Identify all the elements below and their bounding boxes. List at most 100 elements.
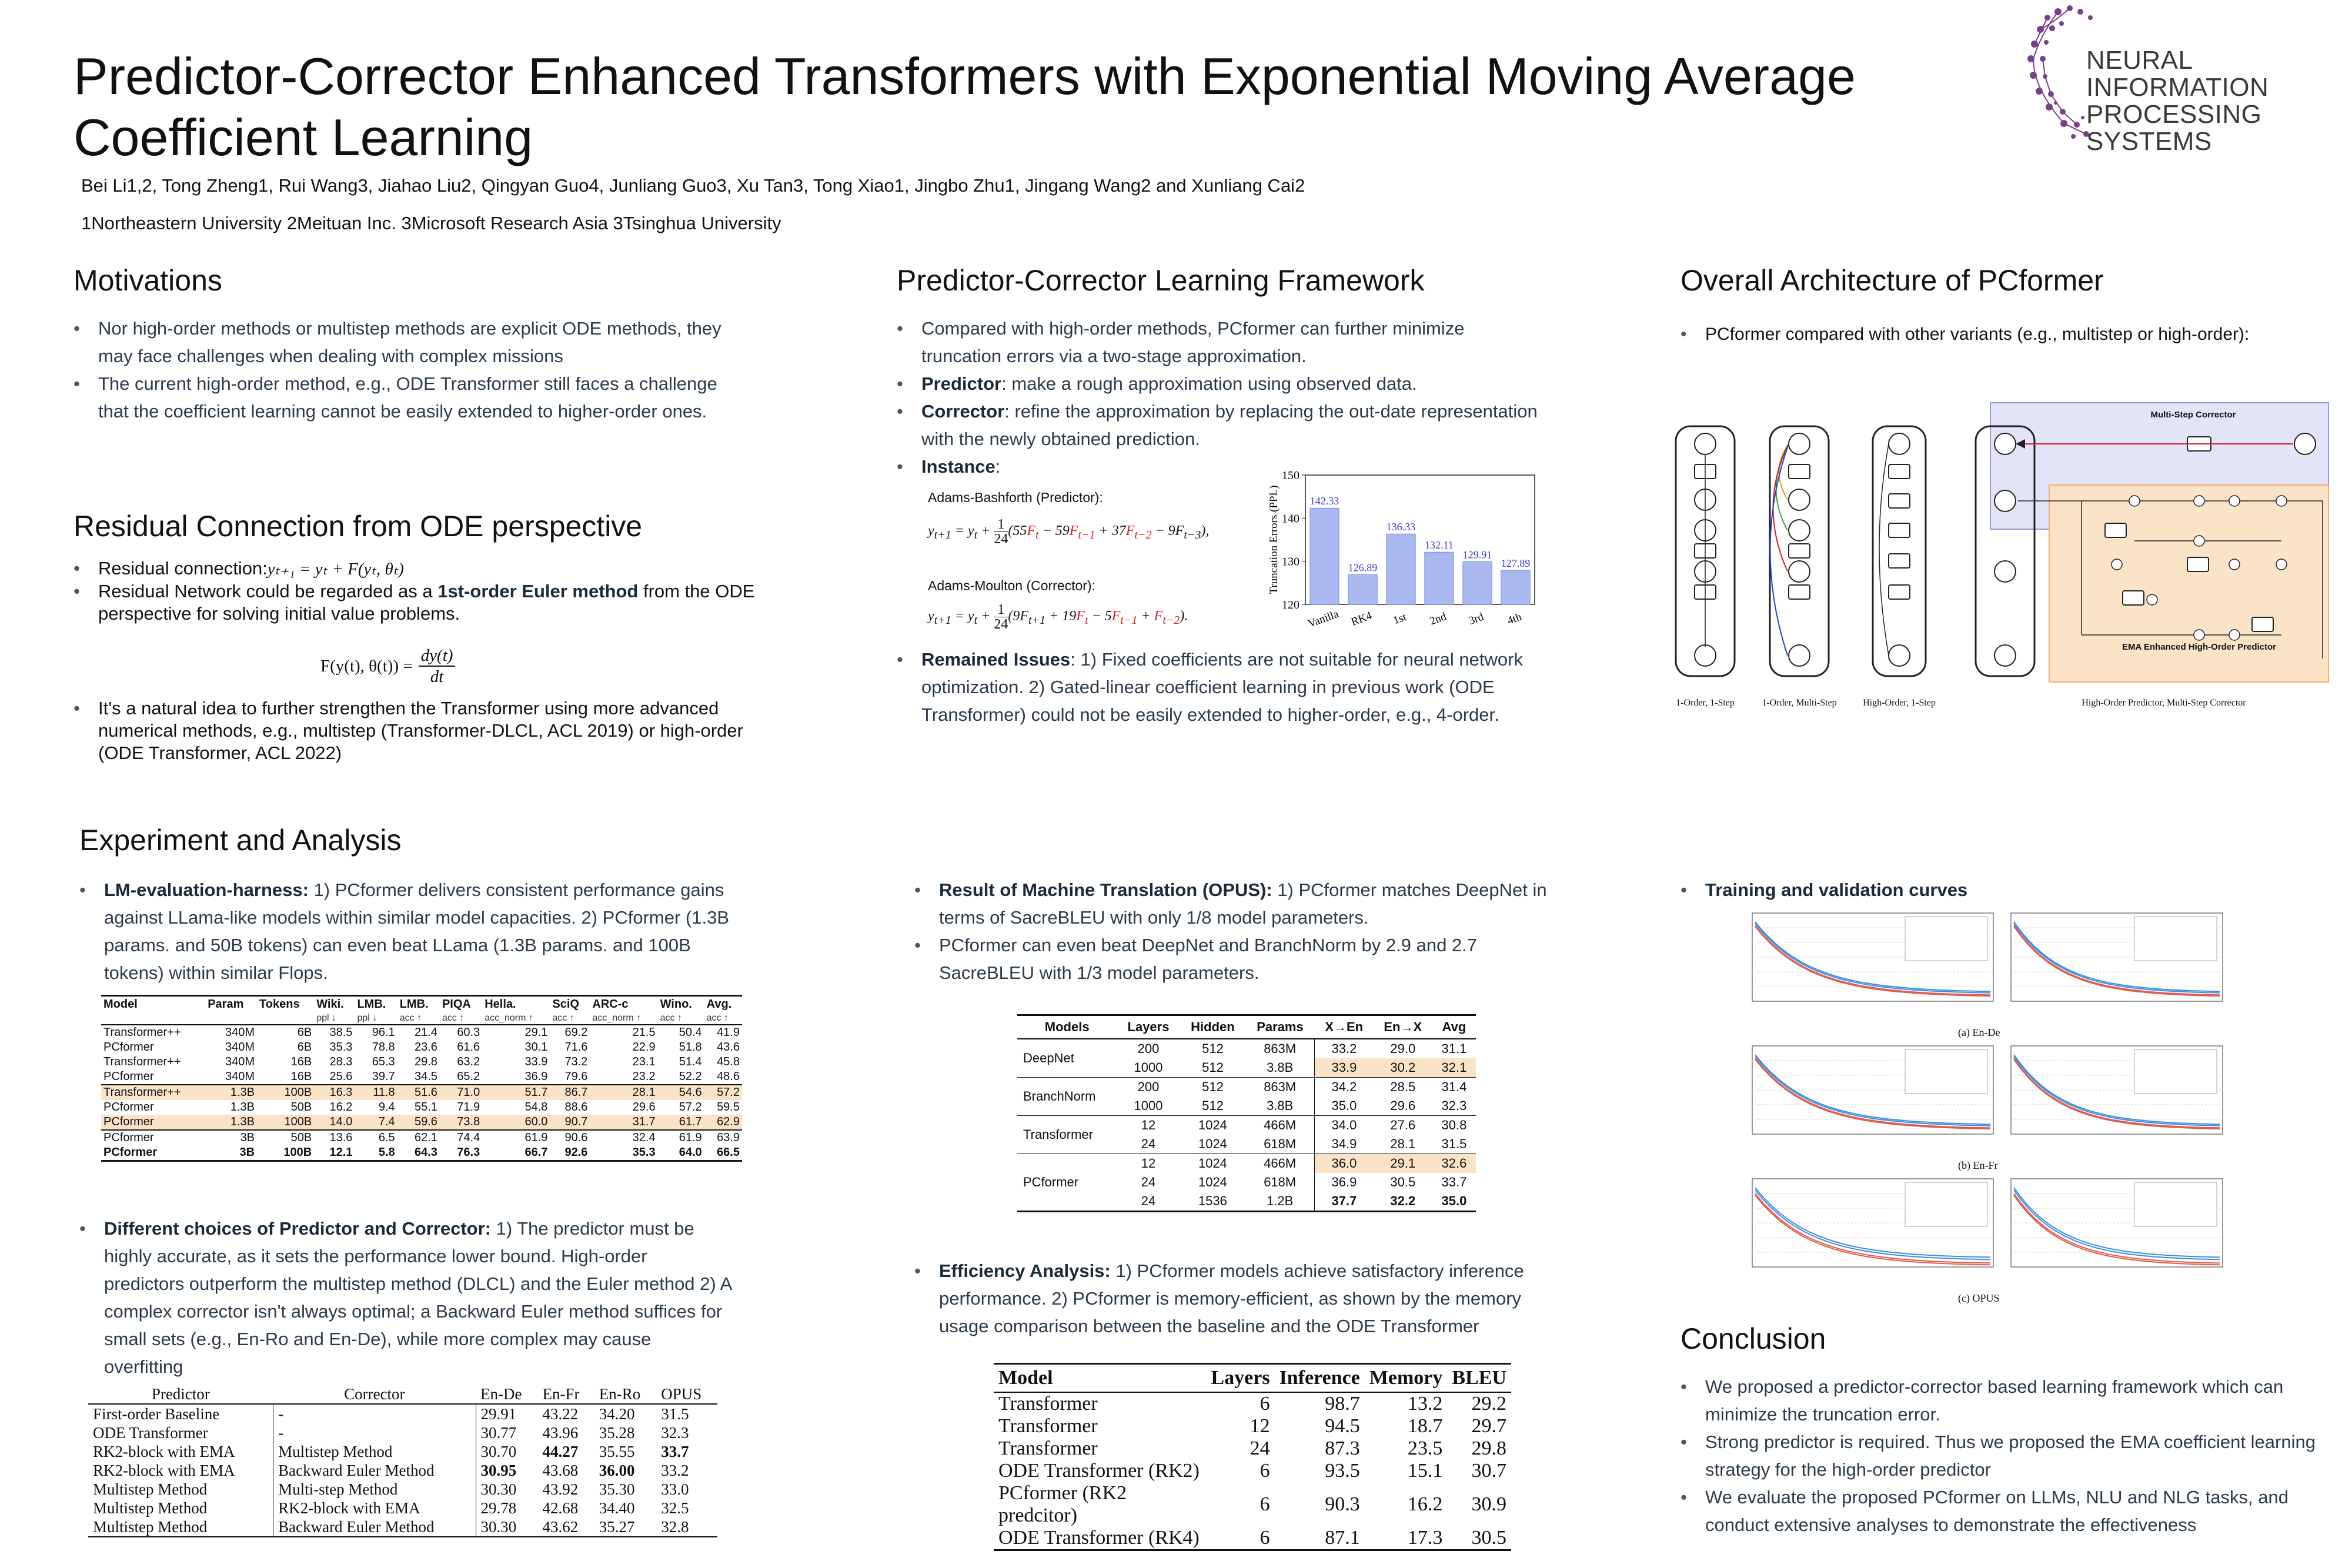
table-cell: 23.6 — [415, 1041, 437, 1054]
curve-line — [2013, 925, 2220, 996]
curve-line — [1755, 1189, 1991, 1261]
x-tick-label: Vanilla — [1307, 608, 1341, 630]
curve-line — [1755, 925, 1991, 996]
table-cell: 45.8 — [717, 1055, 740, 1068]
table-cell: Multistep Method — [93, 1480, 208, 1498]
table-cell: 35.30 — [599, 1480, 635, 1498]
y-tick-label: 140 — [1282, 512, 1299, 525]
column-subheader: acc ↑ — [704, 1012, 742, 1025]
curve-line — [2013, 1187, 2220, 1258]
conclusion-list: We proposed a predictor-corrector based … — [1681, 1373, 2327, 1539]
table-cell: 32.4 — [590, 1129, 658, 1145]
bar — [1348, 574, 1378, 605]
table-header-row: Predictor Corrector En-De En-Fr En-Ro OPUS — [88, 1385, 717, 1405]
conclusion-item: We evaluate the proposed PCformer on LLM… — [1681, 1483, 2327, 1539]
table-cell: 1.2B — [1245, 1192, 1315, 1212]
curve-legend — [2134, 1049, 2217, 1094]
table-cell: 12.1 — [329, 1146, 353, 1159]
table-cell: 90.3 — [1325, 1493, 1360, 1515]
architecture-list: PCformer compared with other variants (e… — [1681, 320, 2327, 348]
column-subheader: ppl ↓ — [314, 1012, 355, 1025]
table-cell: 6B — [297, 1041, 312, 1054]
logo-line-2: PROCESSING SYSTEMS — [2086, 100, 2262, 156]
table-cell: 3.8B — [1245, 1096, 1315, 1116]
conclusion-item: Strong predictor is required. Thus we pr… — [1681, 1428, 2327, 1483]
table-cell: 21.5 — [632, 1026, 656, 1039]
table-row: RK2-block with EMA Multistep Method 30.70 4… — [88, 1442, 717, 1461]
table-cell: 43.6 — [717, 1041, 740, 1054]
table-cell: 16B — [290, 1055, 312, 1068]
column-header: X→En — [1314, 1014, 1374, 1039]
table-cell: 64.0 — [679, 1146, 702, 1159]
framework-list-2: Remained Issues: 1) Fixed coefficients a… — [897, 646, 1532, 728]
table-cell: 90.7 — [550, 1115, 590, 1130]
curve-legend — [1905, 1182, 1988, 1227]
table-cell: PCformer — [103, 1146, 158, 1159]
column-header: Predictor — [88, 1385, 273, 1405]
table-cell: 30.2 — [1373, 1058, 1432, 1078]
table-row: 1000 512 3.8B 33.9 30.2 32.1 — [1017, 1058, 1476, 1078]
table-cell: Multistep Method — [273, 1442, 476, 1461]
column-header: En-Ro — [594, 1385, 657, 1405]
table-cell: 23.1 — [632, 1055, 656, 1068]
variant-1order-multistep — [1769, 425, 1830, 677]
table-cell: 29.78 — [475, 1499, 538, 1517]
column-header: Inference — [1274, 1363, 1365, 1393]
table-cell: 3B — [239, 1146, 255, 1159]
table-cell: 29.1 — [524, 1026, 548, 1039]
table-cell: 32.6 — [1432, 1154, 1476, 1173]
table-cell: 512 — [1180, 1058, 1246, 1078]
table-cell: 100B — [257, 1115, 315, 1130]
column-header: LMB. — [399, 998, 429, 1011]
lm-eval-item: LM-evaluation-harness: 1) PCformer deliv… — [79, 876, 732, 987]
residual-item-1: Residual connection:yₜ₊₁ = yₜ + F(yₜ, θₜ… — [74, 557, 767, 580]
table-cell: 34.0 — [1314, 1115, 1374, 1135]
table-cell: 512 — [1202, 1041, 1224, 1056]
table-row: Multistep Method RK2-block with EMA 29.78 4… — [88, 1499, 717, 1517]
table-cell: 29.91 — [475, 1404, 538, 1423]
table-cell: 29.6 — [1373, 1096, 1432, 1116]
table-cell: 60.0 — [482, 1115, 550, 1130]
curve-line — [1755, 926, 1991, 997]
table-cell: 36.9 — [1314, 1173, 1374, 1192]
table-cell: Transformer++ — [103, 1026, 181, 1039]
bar — [1462, 561, 1492, 605]
multi-step-corrector-label: Multi-Step Corrector — [2150, 410, 2236, 420]
table-cell: 62.9 — [704, 1115, 742, 1130]
table-cell: Transformer — [998, 1393, 1098, 1415]
motivation-item: Nor high-order methods or multistep meth… — [74, 315, 744, 370]
column-subheader: acc_norm ↑ — [590, 1012, 658, 1025]
table-row: BranchNorm 200 512 863M 34.2 28.5 31.4 — [1017, 1077, 1476, 1116]
table-cell: 73.8 — [439, 1115, 483, 1130]
table-cell: 57.2 — [679, 1101, 702, 1114]
table-cell: PCformer — [103, 1041, 154, 1054]
table-cell: 9.4 — [378, 1101, 395, 1114]
curve-line — [2013, 1193, 2220, 1264]
table-cell: 41.9 — [717, 1026, 740, 1039]
table-cell: 63.2 — [457, 1055, 480, 1068]
table-row: First-order Baseline -29.91 43.22 34.20 31.5 — [88, 1404, 717, 1423]
table-cell: 340M — [225, 1026, 255, 1039]
table-row: 24 1536 1.2B 37.7 32.2 35.0 — [1017, 1192, 1476, 1212]
table-row: RK2-block with EMA Backward Euler Method 3… — [88, 1461, 717, 1480]
column-header: Avg. — [706, 998, 732, 1011]
table-cell: - — [273, 1423, 476, 1442]
column-header: En→X — [1373, 1014, 1432, 1039]
column-header: Avg — [1432, 1014, 1476, 1039]
caption-variant-1: 1-Order, 1-Step — [1676, 698, 1735, 708]
table-cell: 7.4 — [355, 1115, 397, 1130]
model-group-name: BranchNorm — [1017, 1077, 1117, 1116]
table-row: 24 1024 618M 36.9 30.5 33.7 — [1017, 1173, 1476, 1192]
table-cell: 69.2 — [564, 1026, 588, 1039]
lm-eval-table: Model Param Tokens Wiki. LMB. LMB. PIQA Hella. S… — [101, 995, 742, 1162]
table-cell: 15.1 — [1407, 1460, 1443, 1482]
table-cell: 55.1 — [415, 1101, 437, 1114]
table-cell: 340M — [225, 1070, 255, 1083]
table-cell: 33.7 — [1441, 1175, 1467, 1189]
mini-plot — [2010, 1178, 2223, 1268]
table-cell: 76.3 — [457, 1146, 480, 1159]
table-cell: 31.5 — [661, 1405, 689, 1423]
table-cell: ODE Transformer — [93, 1424, 208, 1442]
table-cell: 23.2 — [632, 1070, 656, 1083]
x-tick-label: RK4 — [1349, 610, 1374, 628]
